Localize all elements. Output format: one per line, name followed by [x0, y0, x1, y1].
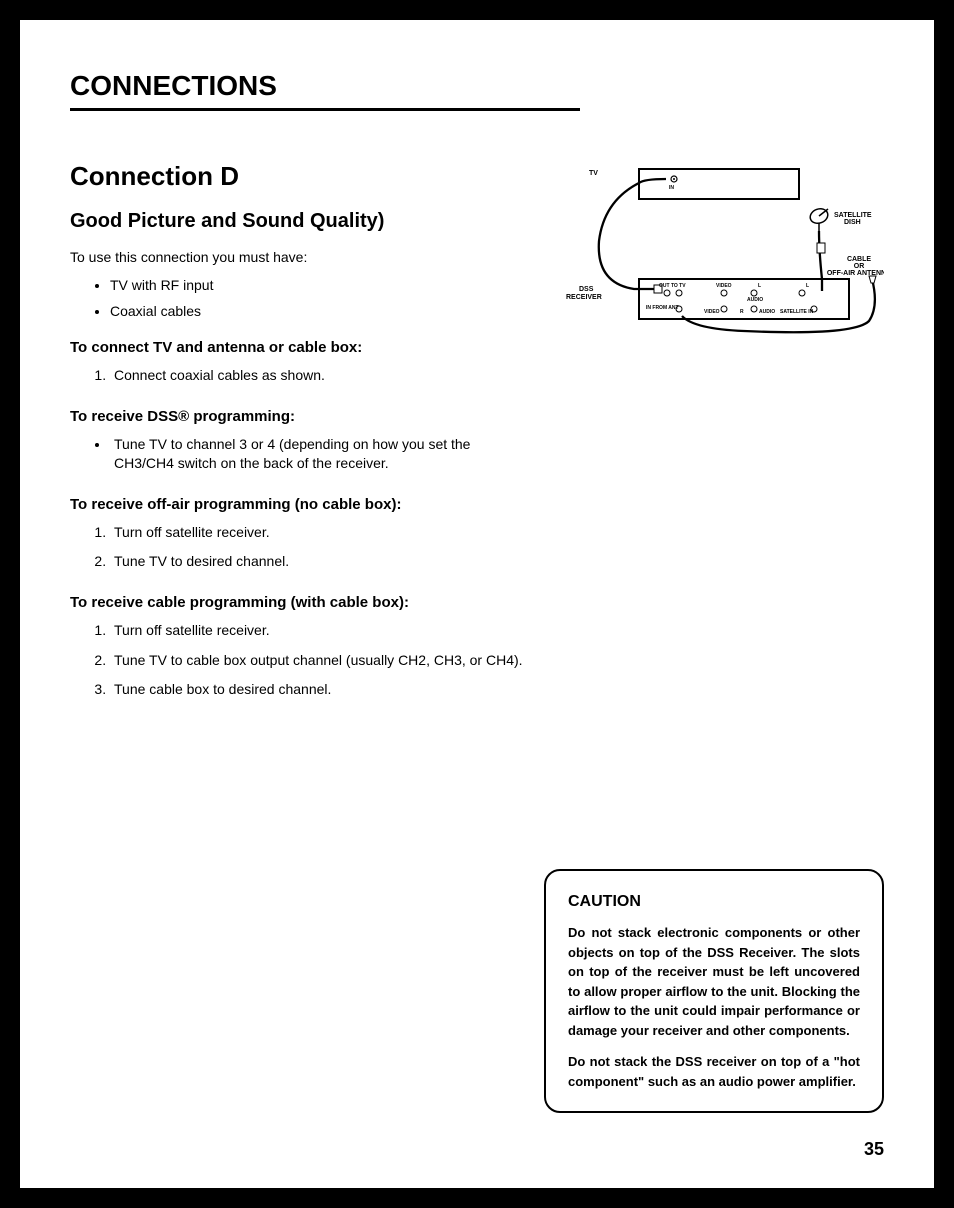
- step-heading: To receive DSS® programming:: [70, 408, 524, 425]
- left-column: Connection D Good Picture and Sound Qual…: [70, 161, 524, 722]
- list-item: Turn off satellite receiver.: [110, 621, 524, 641]
- svg-text:IN: IN: [669, 185, 674, 191]
- svg-text:OR: OR: [854, 263, 865, 270]
- right-column: TV IN DSS RECEIVER OUT TO TV VIDEO: [544, 161, 884, 722]
- diagram-label-dss: DSS: [579, 286, 594, 293]
- list-item: Coaxial cables: [110, 303, 524, 319]
- list-item: Tune TV to channel 3 or 4 (depending on …: [110, 435, 524, 474]
- svg-text:RECEIVER: RECEIVER: [566, 294, 602, 301]
- step-heading: To receive off-air programming (no cable…: [70, 496, 524, 513]
- svg-text:IN FROM ANT: IN FROM ANT: [646, 305, 679, 311]
- diagram-label-satellite: SATELLITE: [834, 212, 872, 219]
- section-subtitle: Good Picture and Sound Quality): [70, 210, 524, 233]
- caution-box: CAUTION Do not stack electronic componen…: [544, 869, 884, 1113]
- svg-text:L: L: [806, 283, 809, 289]
- svg-text:AUDIO: AUDIO: [759, 309, 775, 315]
- step-list: Turn off satellite receiver. Tune TV to …: [110, 523, 524, 572]
- step-heading: To connect TV and antenna or cable box:: [70, 339, 524, 356]
- diagram-label-tv: TV: [589, 170, 598, 177]
- list-item: Connect coaxial cables as shown.: [110, 366, 524, 386]
- instruction-group: To connect TV and antenna or cable box: …: [70, 339, 524, 386]
- svg-text:VIDEO: VIDEO: [704, 309, 720, 315]
- caution-paragraph: Do not stack electronic components or ot…: [568, 923, 860, 1040]
- section-title: Connection D: [70, 161, 524, 192]
- step-heading: To receive cable programming (with cable…: [70, 594, 524, 611]
- list-item: Tune TV to desired channel.: [110, 552, 524, 572]
- requirements-list: TV with RF input Coaxial cables: [110, 277, 524, 319]
- page-number: 35: [864, 1139, 884, 1160]
- instruction-group: To receive cable programming (with cable…: [70, 594, 524, 700]
- instruction-group: To receive DSS® programming: Tune TV to …: [70, 408, 524, 474]
- intro-text: To use this connection you must have:: [70, 249, 524, 265]
- page-title: CONNECTIONS: [70, 70, 580, 111]
- content-columns: Connection D Good Picture and Sound Qual…: [70, 161, 884, 722]
- list-item: Tune TV to cable box output channel (usu…: [110, 651, 524, 671]
- svg-text:L: L: [758, 283, 761, 289]
- svg-text:OUT TO TV: OUT TO TV: [659, 283, 686, 289]
- caution-title: CAUTION: [568, 893, 860, 911]
- svg-text:CABLE: CABLE: [847, 256, 871, 263]
- svg-text:VIDEO: VIDEO: [716, 283, 732, 289]
- svg-text:R: R: [740, 309, 744, 315]
- satellite-dish-icon: [808, 206, 830, 231]
- step-list: Connect coaxial cables as shown.: [110, 366, 524, 386]
- wiring-diagram: TV IN DSS RECEIVER OUT TO TV VIDEO: [544, 161, 884, 341]
- step-list: Tune TV to channel 3 or 4 (depending on …: [110, 435, 524, 474]
- svg-text:DISH: DISH: [844, 219, 861, 226]
- document-page: CONNECTIONS Connection D Good Picture an…: [20, 20, 934, 1188]
- caution-paragraph: Do not stack the DSS receiver on top of …: [568, 1052, 860, 1091]
- instruction-group: To receive off-air programming (no cable…: [70, 496, 524, 572]
- step-list: Turn off satellite receiver. Tune TV to …: [110, 621, 524, 700]
- list-item: TV with RF input: [110, 277, 524, 293]
- svg-text:AUDIO: AUDIO: [747, 297, 763, 303]
- list-item: Tune cable box to desired channel.: [110, 680, 524, 700]
- list-item: Turn off satellite receiver.: [110, 523, 524, 543]
- svg-text:SATELLITE IN: SATELLITE IN: [780, 309, 814, 315]
